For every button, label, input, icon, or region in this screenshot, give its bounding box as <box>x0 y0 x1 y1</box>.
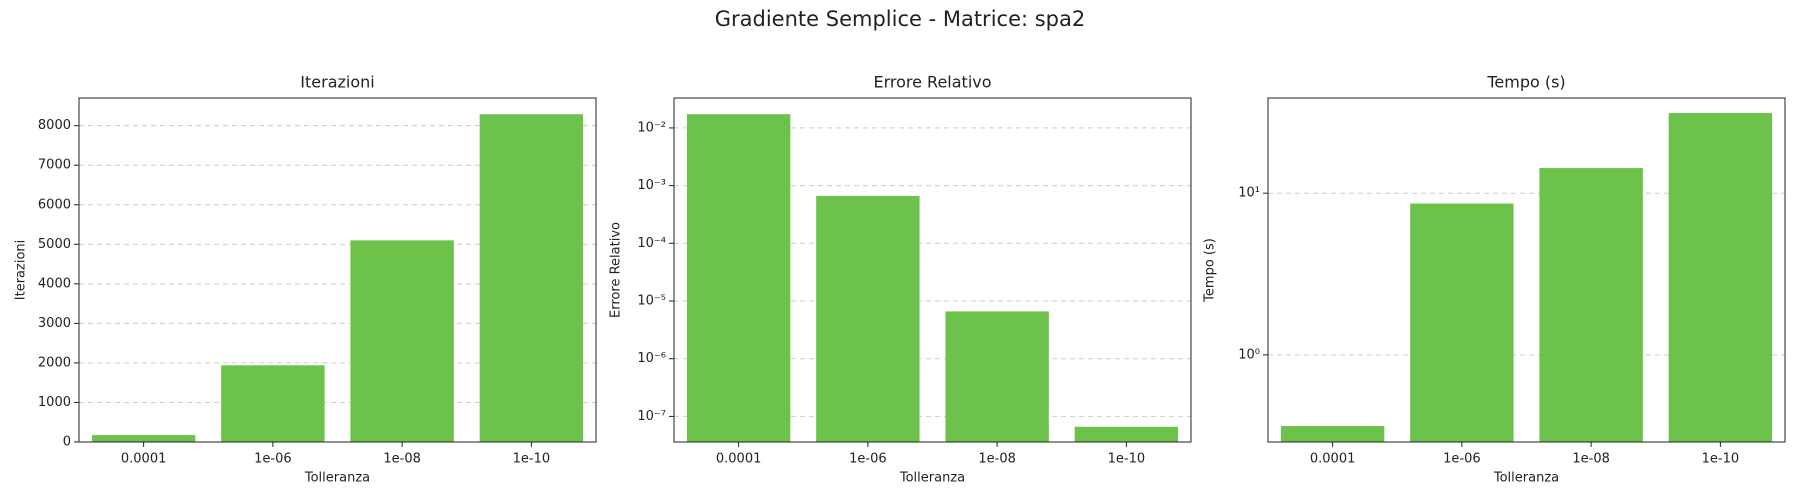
bar <box>816 196 920 442</box>
bar <box>1074 426 1179 442</box>
x-axis-label: Tolleranza <box>304 471 370 486</box>
x-tick-label: 1e-06 <box>849 452 887 467</box>
y-axis-label: Iterazioni <box>14 240 29 300</box>
x-tick-label: 0.0001 <box>121 452 167 467</box>
x-tick-label: 1e-06 <box>254 452 292 467</box>
y-tick-label: 6000 <box>38 197 71 212</box>
x-axis-label: Tolleranza <box>1493 471 1559 486</box>
y-tick-label: 10⁻⁴ <box>637 236 666 251</box>
x-axis-label: Tolleranza <box>899 471 965 486</box>
y-tick-label: 10⁻² <box>637 120 666 135</box>
y-tick-label: 5000 <box>38 237 71 252</box>
figure-title: Gradiente Semplice - Matrice: spa2 <box>715 7 1086 31</box>
bar <box>91 435 196 442</box>
subplot-title: Tempo (s) <box>1486 73 1565 92</box>
y-tick-label: 10⁻³ <box>637 178 666 193</box>
bar <box>1410 203 1514 442</box>
y-tick-label: 0 <box>63 435 71 450</box>
subplot-title: Errore Relativo <box>873 73 991 92</box>
bar <box>1280 425 1385 442</box>
bar <box>686 114 791 443</box>
y-tick-label: 2000 <box>38 355 71 370</box>
x-tick-label: 1e-10 <box>513 452 551 467</box>
x-tick-label: 0.0001 <box>716 452 762 467</box>
bar <box>945 311 1049 442</box>
bar <box>1668 113 1773 443</box>
x-tick-label: 1e-08 <box>1572 452 1610 467</box>
x-tick-label: 0.0001 <box>1310 452 1356 467</box>
bar <box>221 365 325 442</box>
y-tick-label: 1000 <box>38 395 71 410</box>
bar <box>1539 168 1643 442</box>
x-tick-label: 1e-06 <box>1443 452 1481 467</box>
y-tick-label: 8000 <box>38 118 71 133</box>
bar <box>479 114 584 443</box>
axes-frame <box>78 97 597 443</box>
y-tick-label: 10⁻⁶ <box>637 351 666 366</box>
y-tick-label: 10⁻⁷ <box>637 409 666 424</box>
y-axis-label: Errore Relativo <box>609 222 624 318</box>
axes-frame <box>1267 97 1786 443</box>
x-tick-label: 1e-08 <box>978 452 1016 467</box>
y-tick-label: 10⁰ <box>1238 347 1260 362</box>
y-tick-label: 3000 <box>38 316 71 331</box>
x-tick-label: 1e-10 <box>1702 452 1740 467</box>
x-tick-label: 1e-10 <box>1108 452 1146 467</box>
subplot-title: Iterazioni <box>300 73 374 92</box>
y-axis-label: Tempo (s) <box>1203 238 1218 303</box>
x-tick-label: 1e-08 <box>383 452 421 467</box>
bar <box>350 240 454 442</box>
y-tick-label: 7000 <box>38 158 71 173</box>
axes-frame <box>673 97 1192 443</box>
y-tick-label: 4000 <box>38 276 71 291</box>
y-tick-label: 10⁻⁵ <box>637 294 666 309</box>
y-tick-label: 10¹ <box>1238 186 1260 201</box>
